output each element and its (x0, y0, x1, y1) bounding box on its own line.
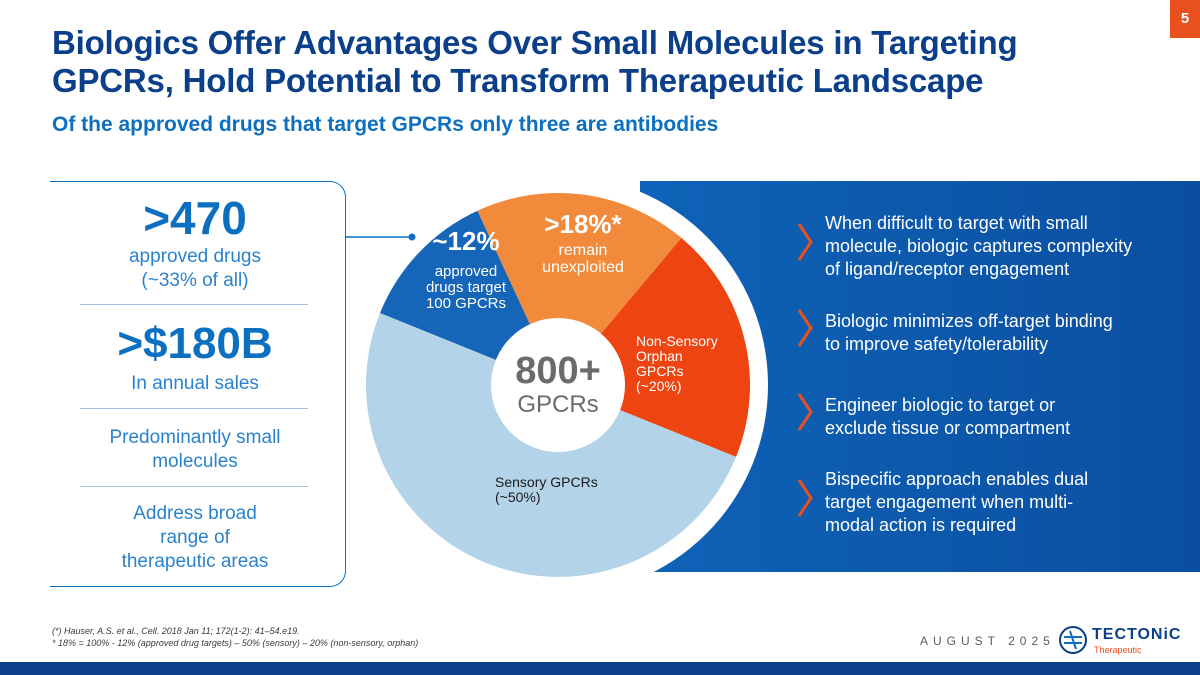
tectonic-logo-icon (1059, 626, 1087, 654)
date-label: AUGUST 2025 (920, 634, 1055, 648)
bottom-bar (0, 662, 1200, 675)
page-subtitle: Of the approved drugs that target GPCRs … (52, 113, 719, 136)
stat-approved-drugs-label: approved drugs (128, 246, 262, 267)
chevron-right-icon (797, 393, 813, 431)
page-title: Biologics Offer Advantages Over Small Mo… (52, 24, 1152, 100)
left-stats-box (50, 181, 346, 587)
connector-dot (408, 233, 416, 241)
stat-small-molecules-line2: molecules (152, 451, 238, 472)
center-value: 800+ (515, 350, 601, 392)
slice-text-label-2-0: Non-Sensory (636, 333, 718, 349)
bullet-2: Biologic minimizes off-target binding to… (825, 310, 1190, 356)
slice-text-label-0-2: 100 GPCRs (426, 295, 506, 312)
logo-subtitle: Therapeutic (1094, 645, 1142, 655)
slice-value-label-1: >18%* (544, 209, 622, 239)
stat-therapeutic-line2: range of (160, 527, 230, 548)
slice-text-label-2-3: (~20%) (636, 378, 682, 394)
bullet-4-line3: modal action is required (825, 515, 1017, 535)
chevron-right-icon (797, 223, 813, 261)
chart-center-hole (491, 318, 625, 452)
logo-name: TECTONiC (1092, 626, 1182, 643)
bullet-3: Engineer biologic to target or exclude t… (825, 394, 1190, 440)
slice-text-label-0-0: approved (435, 263, 498, 280)
bullet-1: When difficult to target with small mole… (825, 212, 1190, 281)
slice-text-label-2-1: Orphan (636, 348, 683, 364)
slice-text-label-1-0: remain (559, 242, 608, 259)
divider-3 (80, 486, 308, 487)
stat-therapeutic-line3: therapeutic areas (121, 551, 269, 572)
stat-small-molecules-line1: Predominantly small (109, 427, 281, 448)
stat-approved-drugs-value: >470 (143, 192, 247, 244)
footnote-citation: (*) Hauser, A.S. et al., Cell. 2018 Jan … (52, 626, 300, 636)
stat-approved-drugs-share: (~33% of all) (141, 270, 249, 291)
slice-text-label-0-1: drugs target (426, 279, 507, 296)
title-line-2: GPCRs, Hold Potential to Transform Thera… (52, 62, 984, 99)
bullet-3-line1: Engineer biologic to target or (825, 395, 1056, 415)
slice-value-label-0: ~12% (432, 226, 499, 256)
bullet-4-line1: Bispecific approach enables dual (825, 469, 1089, 489)
slice-text-label-3-1: (~50%) (495, 489, 541, 505)
chevron-right-icon (797, 309, 813, 347)
bullet-3-line2: exclude tissue or compartment (825, 418, 1071, 438)
slide-number: 5 (1170, 0, 1200, 38)
bullet-2-line1: Biologic minimizes off-target binding (825, 311, 1113, 331)
title-line-1: Biologics Offer Advantages Over Small Mo… (52, 24, 1018, 61)
bullet-2-line2: to improve safety/tolerability (825, 334, 1049, 354)
stat-sales-value: >$180B (117, 319, 273, 368)
pie-slice-1 (477, 193, 682, 385)
bullet-4: Bispecific approach enables dual target … (825, 468, 1190, 537)
divider-1 (80, 304, 308, 305)
bullet-1-line1: When difficult to target with small (825, 213, 1088, 233)
slice-text-label-3-0: Sensory GPCRs (495, 474, 598, 490)
chevron-right-icon (797, 479, 813, 517)
slice-text-label-1-1: unexploited (542, 259, 624, 276)
bullet-1-line2: molecule, biologic captures complexity (825, 236, 1133, 256)
footnote-calculation: * 18% = 100% - 12% (approved drug target… (52, 638, 419, 648)
center-label: GPCRs (517, 391, 598, 418)
stat-therapeutic-line1: Address broad (133, 503, 257, 524)
stat-sales-label: In annual sales (131, 373, 259, 394)
bullet-1-line3: of ligand/receptor engagement (825, 259, 1070, 279)
bullet-4-line2: target engagement when multi- (825, 492, 1074, 512)
divider-2 (80, 408, 308, 409)
slice-text-label-2-2: GPCRs (636, 363, 683, 379)
